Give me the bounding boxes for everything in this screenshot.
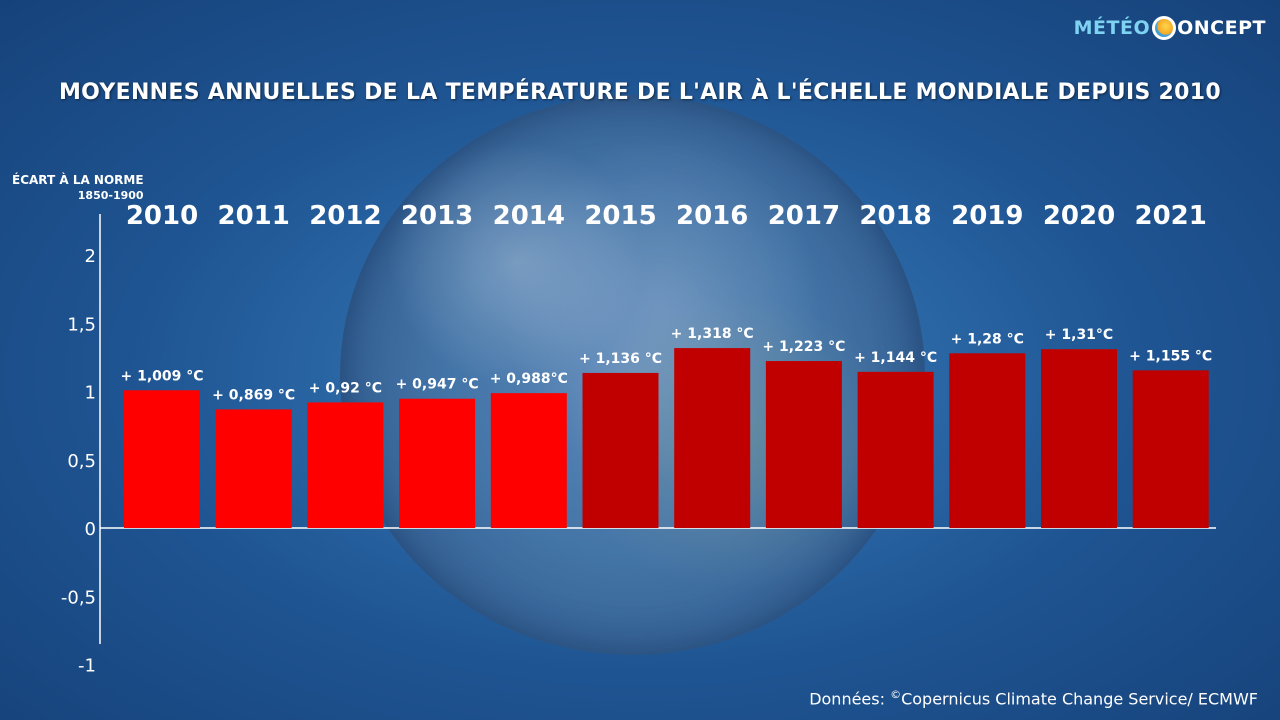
bar-2012 (307, 402, 384, 528)
bar-2020 (1041, 349, 1117, 528)
value-label-2010: + 1,009 °C (120, 368, 203, 384)
bar-2019 (949, 353, 1026, 528)
year-label-2015: 2015 (584, 201, 656, 231)
year-label-2016: 2016 (676, 201, 748, 231)
year-label-2021: 2021 (1135, 201, 1207, 231)
value-label-2018: + 1,144 °C (854, 350, 937, 366)
bar-2018 (857, 371, 934, 528)
year-label-2017: 2017 (768, 201, 840, 231)
bar-2015 (582, 372, 659, 528)
value-label-2011: + 0,869 °C (212, 387, 295, 403)
bar-2011 (215, 409, 292, 528)
y-axis-label-line2: 1850-1900 (77, 189, 144, 202)
logo-text-meteo: MÉTÉO (1073, 17, 1151, 39)
y-tick-label: 1,5 (67, 314, 96, 335)
year-label-2019: 2019 (951, 201, 1023, 231)
value-label-2021: + 1,155 °C (1129, 348, 1212, 364)
y-tick-label: 1 (85, 383, 96, 404)
y-tick-label: -1 (78, 656, 96, 677)
value-label-2020: + 1,31°C (1045, 327, 1113, 343)
y-tick-label: -0,5 (61, 587, 96, 608)
year-label-2013: 2013 (401, 201, 473, 231)
year-label-2020: 2020 (1043, 201, 1115, 231)
bar-2014 (490, 393, 567, 528)
value-label-2015: + 1,136 °C (579, 351, 662, 367)
y-axis-label-line1: ÉCART À LA NORME (12, 173, 144, 187)
year-label-2010: 2010 (126, 201, 198, 231)
chart-title: MOYENNES ANNUELLES DE LA TEMPÉRATURE DE … (58, 80, 1221, 105)
bar-2021 (1132, 370, 1209, 528)
y-tick-label: 0 (85, 519, 96, 540)
value-label-2013: + 0,947 °C (396, 377, 479, 393)
y-tick-label: 2 (85, 246, 96, 267)
logo-text-concept: ONCEPT (1177, 17, 1266, 39)
value-label-2019: + 1,28 °C (951, 331, 1024, 347)
year-label-2018: 2018 (859, 201, 931, 231)
y-axis-label: ÉCART À LA NORME 1850-1900 (12, 172, 144, 204)
year-label-2014: 2014 (493, 201, 565, 231)
y-tick-label: 0,5 (67, 451, 96, 472)
bar-2013 (399, 398, 476, 528)
source-text: Copernicus Climate Change Service/ ECMWF (901, 689, 1258, 709)
value-label-2012: + 0,92 °C (309, 380, 382, 396)
value-label-2017: + 1,223 °C (762, 339, 845, 355)
bar-2016 (674, 348, 751, 528)
bar-2017 (765, 361, 842, 528)
meteo-concept-logo: MÉTÉO ONCEPT (1074, 16, 1266, 40)
value-label-2014: + 0,988°C (490, 371, 568, 387)
year-label-2011: 2011 (218, 201, 290, 231)
bar-2010 (124, 390, 200, 528)
data-source: Données: ©Copernicus Climate Change Serv… (809, 688, 1258, 708)
sun-cloud-icon (1152, 16, 1177, 40)
source-prefix: Données: (809, 689, 891, 709)
value-label-2016: + 1,318 °C (671, 326, 754, 342)
copyright-symbol: © (890, 688, 902, 701)
year-label-2012: 2012 (309, 201, 381, 231)
